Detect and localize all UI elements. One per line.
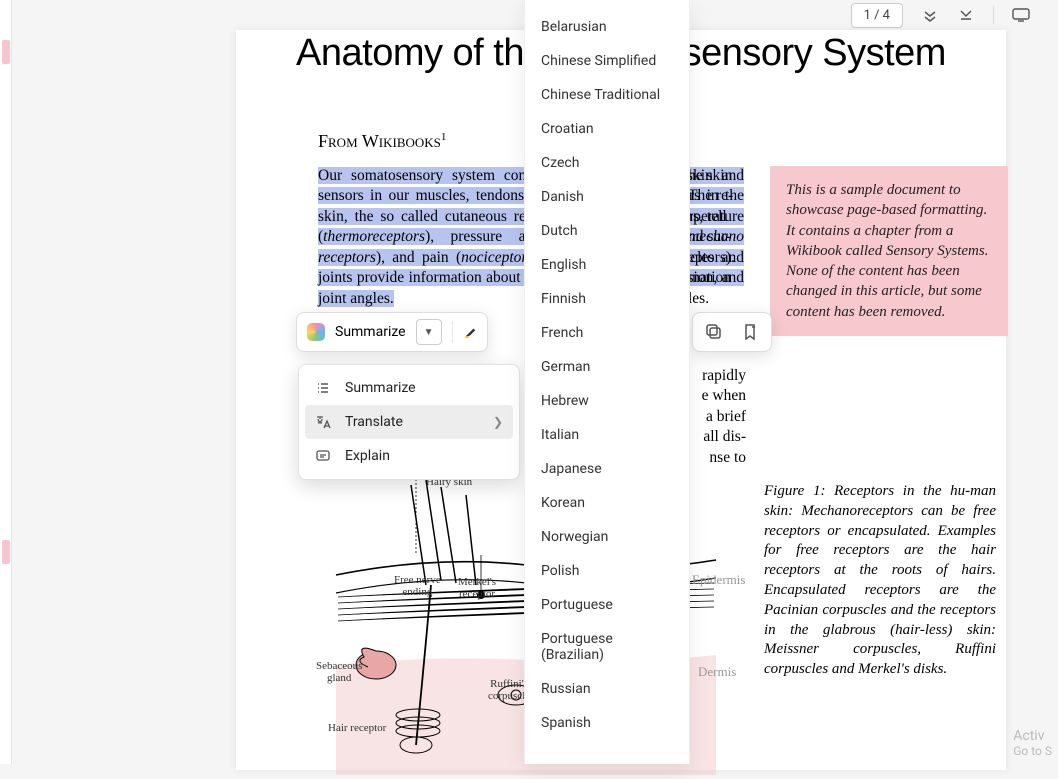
figure-caption: Figure 1: Receptors in the hu-man skin: …	[764, 482, 996, 680]
diagram-label: Hair receptor	[328, 723, 386, 735]
copy-icon[interactable]	[705, 323, 723, 341]
os-watermark: Activ Go to S	[1013, 728, 1052, 758]
highlight-pen-icon[interactable]	[463, 325, 477, 339]
from-prefix: From	[318, 131, 362, 151]
lang-option[interactable]: Belarusian	[525, 10, 689, 44]
lang-option[interactable]: Dutch	[525, 214, 689, 248]
lang-option[interactable]: Hebrew	[525, 384, 689, 418]
lang-option[interactable]: Polish	[525, 554, 689, 588]
action-menu: Summarize Translate ❯ Explain	[298, 364, 520, 480]
lang-option[interactable]: French	[525, 316, 689, 350]
diagram-label: Sebaceousgland	[316, 661, 362, 684]
bookmark-icon[interactable]	[741, 323, 759, 341]
summarize-dropdown[interactable]: ▼	[416, 319, 442, 345]
toolbar-separator	[993, 6, 994, 24]
lang-option[interactable]: English	[525, 248, 689, 282]
watermark-line2: Go to S	[1013, 744, 1052, 758]
lang-option[interactable]: Korean	[525, 486, 689, 520]
lang-option[interactable]: Norwegian	[525, 520, 689, 554]
diagram-label: Dermis	[698, 665, 736, 679]
diagram-label: Merkel'sreceptor	[458, 577, 496, 600]
diagram-label: Epidermis	[692, 573, 745, 587]
list-icon	[315, 380, 331, 396]
menu-item-explain[interactable]: Explain	[299, 439, 519, 473]
menu-label: Explain	[345, 448, 390, 464]
from-source: Wikibooks	[362, 131, 441, 151]
lang-option[interactable]: Finnish	[525, 282, 689, 316]
explain-icon	[315, 448, 331, 464]
lang-option[interactable]: Italian	[525, 418, 689, 452]
lang-option[interactable]: Portuguese (Brazilian)	[525, 622, 689, 672]
lang-option[interactable]: Portuguese	[525, 588, 689, 622]
page-down-icon[interactable]	[921, 6, 939, 24]
summarize-button[interactable]: Summarize	[335, 324, 406, 340]
menu-label: Summarize	[345, 380, 416, 396]
thumb-marker	[2, 40, 10, 64]
ai-icon	[307, 323, 325, 341]
chevron-right-icon: ❯	[493, 415, 503, 429]
thumb-marker	[2, 540, 10, 564]
separator	[452, 321, 453, 343]
page-last-icon[interactable]	[957, 6, 975, 24]
lang-option[interactable]: Danish	[525, 180, 689, 214]
lang-option[interactable]: Croatian	[525, 112, 689, 146]
lang-option[interactable]: Spanish	[525, 706, 689, 740]
lang-option[interactable]: Russian	[525, 672, 689, 706]
lang-option[interactable]: Chinese Simplified	[525, 44, 689, 78]
menu-item-summarize[interactable]: Summarize	[299, 371, 519, 405]
body-right-fragments: he skin The re- rs, tell nd sur- eptors)…	[688, 166, 748, 309]
lang-option[interactable]: Japanese	[525, 452, 689, 486]
menu-item-translate[interactable]: Translate ❯	[305, 405, 513, 439]
watermark-line1: Activ	[1013, 728, 1052, 744]
from-sup: 1	[441, 131, 447, 143]
thumbnail-strip	[0, 0, 12, 764]
language-menu: Belarusian Chinese Simplified Chinese Tr…	[524, 0, 690, 764]
page-indicator[interactable]: 1 / 4	[851, 3, 903, 28]
selection-toolbar-right	[692, 312, 772, 352]
note-callout: This is a sample document to showcase pa…	[770, 166, 1008, 336]
selection-toolbar: Summarize ▼	[296, 312, 488, 352]
menu-label: Translate	[345, 414, 403, 430]
diagram-label: Free nerveending	[394, 575, 441, 598]
translate-icon	[315, 414, 331, 430]
lang-option[interactable]: Czech	[525, 146, 689, 180]
para2-right-fragments: rapidlye whena briefall dis-nse to	[686, 366, 746, 468]
lang-option[interactable]: Chinese Traditional	[525, 78, 689, 112]
presentation-icon[interactable]	[1012, 6, 1030, 24]
lang-option[interactable]: German	[525, 350, 689, 384]
